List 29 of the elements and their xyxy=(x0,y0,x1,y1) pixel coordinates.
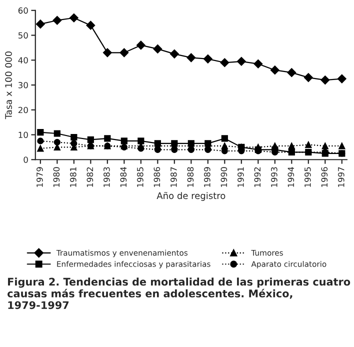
x-tick-label: 1991 xyxy=(238,167,244,187)
y-tick-label: 30 xyxy=(18,82,28,88)
text: Figura 2. Tendencias de mortalidad de las primeras cuatro causas más frecuentes en adolescentes. México, 1979-1997 xyxy=(8,278,350,310)
y-tick-label: 50 xyxy=(18,32,28,39)
x-tick-label: 1995 xyxy=(304,167,311,187)
y-tick-label: 40 xyxy=(18,57,28,64)
y-tick-label: 0 xyxy=(24,156,28,163)
x-tick-label: 1980 xyxy=(53,167,60,187)
x-tick-label: 1983 xyxy=(104,167,110,187)
x-axis-title: Año de registro xyxy=(156,192,226,201)
x-tick-label: 1982 xyxy=(86,167,94,187)
x-tick-label: 1985 xyxy=(137,167,144,187)
x-tick-label: 1997 xyxy=(338,167,344,187)
x-tick-label: 1984 xyxy=(120,167,127,187)
y-axis-title: Tasa x 100 000 xyxy=(5,52,12,120)
x-tick-label: 1989 xyxy=(204,167,210,187)
x-tick-label: 1986 xyxy=(154,167,160,187)
x-tick-label: 1990 xyxy=(220,167,228,187)
y-tick-label: 20 xyxy=(18,106,28,114)
x-tick-label: 1988 xyxy=(187,167,194,187)
x-tick-label: 1993 xyxy=(271,167,278,187)
x-tick-label: 1981 xyxy=(70,167,76,187)
x-tick-label: 1994 xyxy=(288,167,294,187)
x-tick-label: 1987 xyxy=(170,167,177,187)
y-tick-label: 60 xyxy=(18,7,28,14)
x-tick-label: 1996 xyxy=(321,167,328,187)
y-tick-label: 10 xyxy=(18,132,28,138)
x-tick-label: 1979 xyxy=(36,167,43,187)
x-tick-label: 1992 xyxy=(254,167,261,187)
